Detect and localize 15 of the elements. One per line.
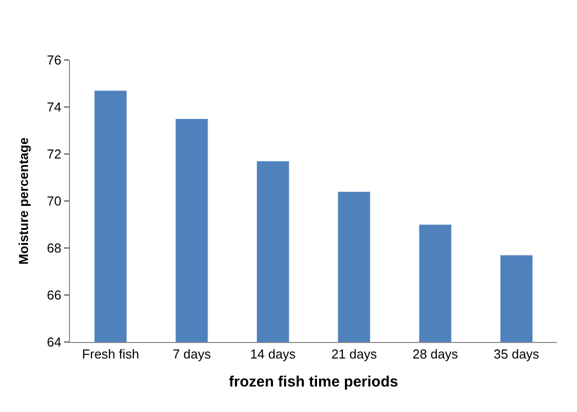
- y-tick-label: 74: [46, 100, 62, 115]
- x-tick-label: 35 days: [494, 346, 540, 362]
- y-tick-label: 68: [46, 240, 62, 256]
- y-tick-label: 64: [46, 334, 62, 350]
- x-axis-title: frozen fish time periods: [228, 374, 398, 391]
- y-tick-label: 66: [46, 288, 62, 303]
- y-axis-title: Moisture percentage: [16, 137, 31, 265]
- x-tick-label: 28 days: [412, 346, 459, 362]
- y-tick-label: 76: [46, 52, 62, 68]
- x-tick-label: 14 days: [250, 346, 296, 362]
- x-tick-label: 7 days: [172, 346, 212, 362]
- x-tick-label: Fresh fish: [82, 346, 140, 362]
- y-tick-label: 72: [46, 146, 62, 162]
- x-tick-label: 21 days: [331, 346, 378, 362]
- y-tick-label: 70: [46, 194, 62, 209]
